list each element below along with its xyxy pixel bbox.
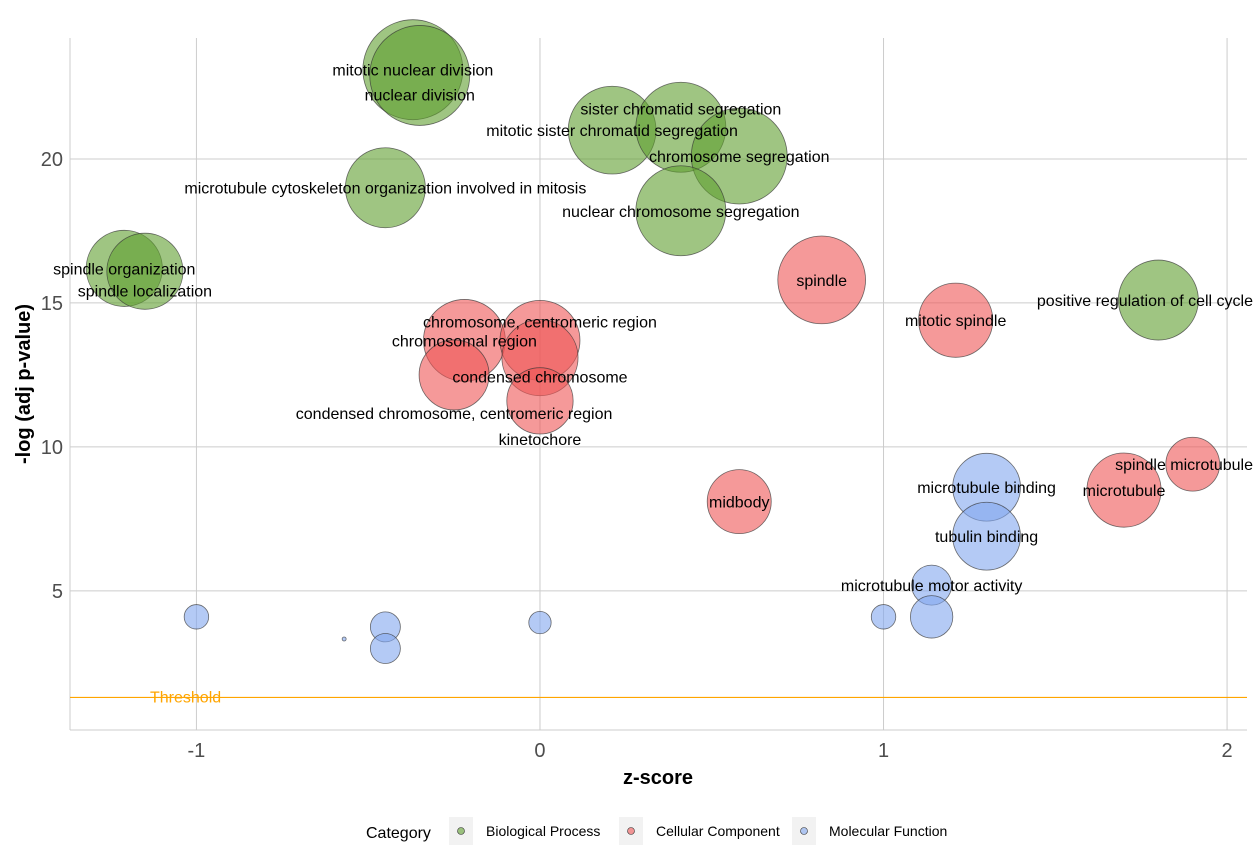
point-label: condensed chromosome, centromeric region [296, 406, 613, 423]
legend-label: Cellular Component [656, 823, 780, 839]
point-label: condensed chromosome [452, 370, 627, 387]
point-label: spindle microtubule [1115, 457, 1253, 474]
bubble-point [918, 282, 994, 358]
y-axis-title: -log (adj p-value) [13, 304, 35, 464]
bubbles [85, 19, 1221, 664]
threshold-label: Threshold [150, 689, 221, 706]
legend-dot [627, 827, 635, 835]
bubble-point [418, 339, 490, 411]
threshold-line-group: Threshold [70, 689, 1247, 706]
point-label: chromosome segregation [649, 149, 830, 166]
point-label: mitotic spindle [905, 313, 1006, 330]
x-tick-label: 2 [1222, 740, 1233, 762]
bubble-point [870, 604, 897, 630]
legend: Category Biological Process Cellular Comp… [366, 817, 947, 845]
legend-dot [800, 827, 808, 835]
bubble-point [910, 595, 954, 639]
bubble-point [106, 232, 184, 310]
x-tick-label: 0 [534, 740, 545, 762]
point-labels: mitotic nuclear division nuclear division… [53, 63, 1253, 595]
bubble-point [183, 604, 210, 630]
x-tick-label: 1 [878, 740, 889, 762]
point-label: spindle [796, 273, 847, 290]
bubble-point [706, 469, 772, 535]
point-label: mitotic nuclear division [332, 63, 493, 80]
point-label: microtubule cytoskeleton organization in… [184, 181, 586, 198]
y-tick-label: 15 [41, 293, 63, 315]
tick-labels: -1 0 1 2 5 10 15 20 [41, 149, 1233, 762]
bubble-point [777, 235, 866, 325]
x-axis-title: z-score [623, 767, 693, 789]
point-label: microtubule binding [917, 480, 1056, 497]
y-tick-label: 10 [41, 437, 63, 459]
legend-dot [457, 827, 465, 835]
point-label: nuclear chromosome segregation [562, 204, 799, 221]
bubble-point [690, 107, 788, 205]
point-label: tubulin binding [935, 529, 1038, 546]
gridlines [69, 38, 1247, 731]
legend-title: Category [366, 825, 431, 842]
legend-label: Molecular Function [829, 823, 947, 839]
point-label: spindle organization [53, 261, 195, 278]
point-label: microtubule [1083, 483, 1166, 500]
bubble-point [952, 501, 1021, 571]
bubble-point [1165, 436, 1221, 492]
bubble-point [369, 633, 401, 664]
point-label: mitotic sister chromatid segregation [486, 123, 738, 140]
point-label: sister chromatid segregation [580, 101, 781, 118]
bubble-point [1117, 259, 1199, 341]
bubble-point [506, 367, 574, 435]
point-label: positive regulation of cell cycle [1037, 293, 1253, 310]
bubble-point [344, 147, 426, 229]
point-label: spindle localization [78, 283, 212, 300]
point-label: microtubule motor activity [841, 578, 1022, 595]
bubble-point [635, 165, 727, 257]
bubble-point [341, 636, 347, 642]
y-tick-label: 5 [52, 581, 63, 603]
bubble-point [369, 25, 471, 126]
point-label: chromosomal region [392, 333, 537, 350]
y-tick-label: 20 [41, 149, 63, 171]
point-label: midbody [709, 495, 769, 512]
bubble-point [528, 611, 552, 635]
point-label: chromosome, centromeric region [423, 314, 657, 331]
legend-label: Biological Process [486, 823, 600, 839]
x-tick-label: -1 [188, 740, 206, 762]
bubble-point [1086, 452, 1162, 528]
point-label: nuclear division [365, 87, 475, 104]
point-label: kinetochore [499, 432, 582, 449]
